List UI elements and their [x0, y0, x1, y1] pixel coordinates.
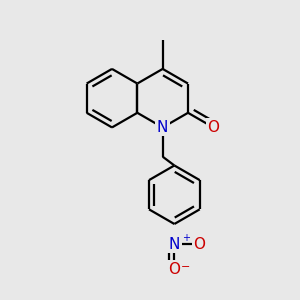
- Text: N: N: [169, 237, 180, 252]
- Text: O: O: [168, 262, 180, 277]
- Text: +: +: [182, 233, 190, 243]
- Text: N: N: [157, 120, 168, 135]
- Text: O: O: [207, 120, 219, 135]
- Text: O: O: [193, 237, 205, 252]
- Text: −: −: [181, 262, 190, 272]
